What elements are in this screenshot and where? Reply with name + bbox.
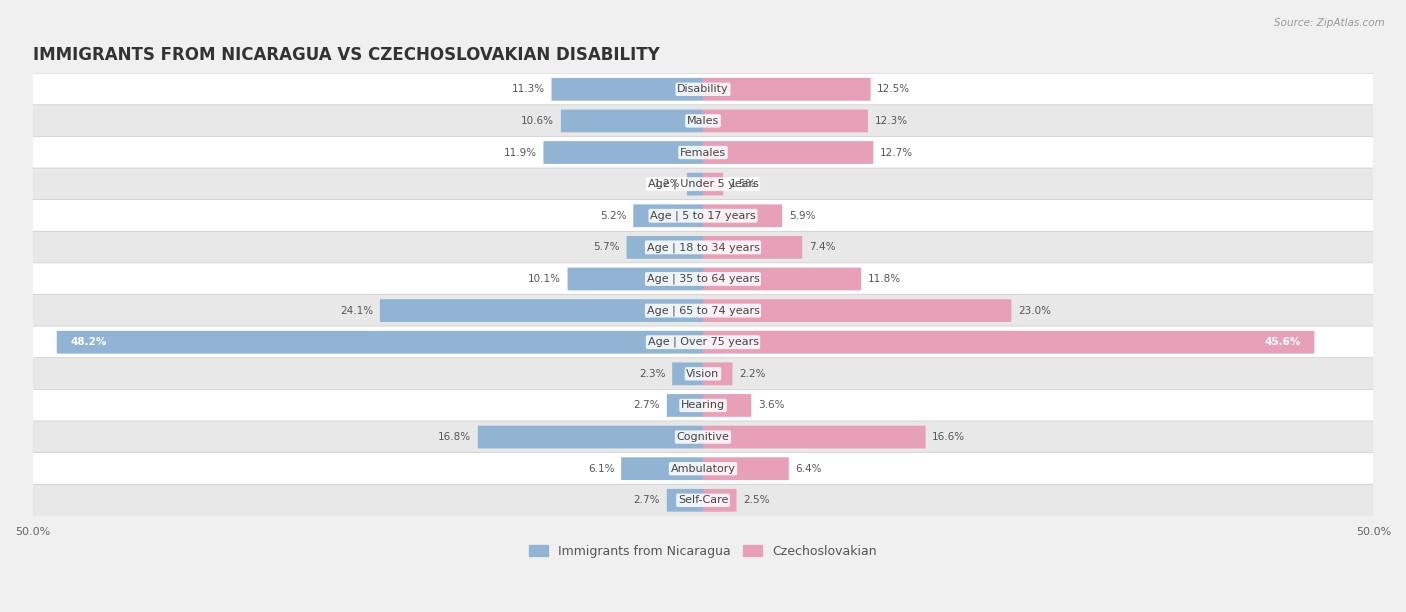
Text: Age | Over 75 years: Age | Over 75 years bbox=[648, 337, 758, 348]
FancyBboxPatch shape bbox=[703, 426, 925, 449]
FancyBboxPatch shape bbox=[32, 326, 1374, 359]
Text: 6.4%: 6.4% bbox=[796, 464, 823, 474]
Text: 5.2%: 5.2% bbox=[600, 211, 627, 221]
Text: Age | 18 to 34 years: Age | 18 to 34 years bbox=[647, 242, 759, 253]
FancyBboxPatch shape bbox=[688, 173, 703, 195]
Text: 11.9%: 11.9% bbox=[503, 147, 537, 157]
FancyBboxPatch shape bbox=[703, 141, 873, 164]
FancyBboxPatch shape bbox=[561, 110, 703, 132]
Text: Source: ZipAtlas.com: Source: ZipAtlas.com bbox=[1274, 18, 1385, 28]
Text: 5.9%: 5.9% bbox=[789, 211, 815, 221]
Text: Age | 65 to 74 years: Age | 65 to 74 years bbox=[647, 305, 759, 316]
Text: Age | Under 5 years: Age | Under 5 years bbox=[648, 179, 758, 189]
FancyBboxPatch shape bbox=[32, 136, 1374, 169]
FancyBboxPatch shape bbox=[32, 484, 1374, 517]
FancyBboxPatch shape bbox=[32, 73, 1374, 105]
Text: 5.7%: 5.7% bbox=[593, 242, 620, 252]
FancyBboxPatch shape bbox=[633, 204, 703, 227]
FancyBboxPatch shape bbox=[666, 489, 703, 512]
FancyBboxPatch shape bbox=[32, 452, 1374, 485]
Text: 2.3%: 2.3% bbox=[638, 369, 665, 379]
Text: 3.6%: 3.6% bbox=[758, 400, 785, 411]
FancyBboxPatch shape bbox=[703, 299, 1011, 322]
FancyBboxPatch shape bbox=[703, 331, 1315, 354]
Text: 16.6%: 16.6% bbox=[932, 432, 966, 442]
FancyBboxPatch shape bbox=[32, 231, 1374, 264]
FancyBboxPatch shape bbox=[621, 457, 703, 480]
Text: 11.8%: 11.8% bbox=[868, 274, 901, 284]
Text: Age | 35 to 64 years: Age | 35 to 64 years bbox=[647, 274, 759, 284]
FancyBboxPatch shape bbox=[703, 457, 789, 480]
Text: 10.1%: 10.1% bbox=[527, 274, 561, 284]
Text: 1.2%: 1.2% bbox=[654, 179, 681, 189]
Text: 2.7%: 2.7% bbox=[634, 495, 659, 506]
Text: 24.1%: 24.1% bbox=[340, 305, 373, 316]
FancyBboxPatch shape bbox=[703, 394, 751, 417]
Legend: Immigrants from Nicaragua, Czechoslovakian: Immigrants from Nicaragua, Czechoslovaki… bbox=[524, 540, 882, 563]
FancyBboxPatch shape bbox=[703, 236, 803, 259]
Text: 48.2%: 48.2% bbox=[70, 337, 107, 347]
Text: 16.8%: 16.8% bbox=[437, 432, 471, 442]
FancyBboxPatch shape bbox=[703, 78, 870, 101]
FancyBboxPatch shape bbox=[32, 389, 1374, 422]
FancyBboxPatch shape bbox=[32, 357, 1374, 390]
FancyBboxPatch shape bbox=[32, 105, 1374, 137]
Text: 23.0%: 23.0% bbox=[1018, 305, 1052, 316]
FancyBboxPatch shape bbox=[32, 263, 1374, 295]
Text: Hearing: Hearing bbox=[681, 400, 725, 411]
Text: 12.5%: 12.5% bbox=[877, 84, 911, 94]
Text: 12.3%: 12.3% bbox=[875, 116, 908, 126]
Text: 10.6%: 10.6% bbox=[522, 116, 554, 126]
FancyBboxPatch shape bbox=[703, 489, 737, 512]
FancyBboxPatch shape bbox=[703, 204, 782, 227]
FancyBboxPatch shape bbox=[627, 236, 703, 259]
FancyBboxPatch shape bbox=[478, 426, 703, 449]
FancyBboxPatch shape bbox=[380, 299, 703, 322]
FancyBboxPatch shape bbox=[56, 331, 703, 354]
Text: IMMIGRANTS FROM NICARAGUA VS CZECHOSLOVAKIAN DISABILITY: IMMIGRANTS FROM NICARAGUA VS CZECHOSLOVA… bbox=[32, 46, 659, 64]
Text: 7.4%: 7.4% bbox=[808, 242, 835, 252]
Text: 2.5%: 2.5% bbox=[744, 495, 769, 506]
FancyBboxPatch shape bbox=[568, 267, 703, 290]
FancyBboxPatch shape bbox=[672, 362, 703, 385]
Text: 45.6%: 45.6% bbox=[1264, 337, 1301, 347]
Text: Age | 5 to 17 years: Age | 5 to 17 years bbox=[650, 211, 756, 221]
Text: 2.7%: 2.7% bbox=[634, 400, 659, 411]
Text: 6.1%: 6.1% bbox=[588, 464, 614, 474]
FancyBboxPatch shape bbox=[32, 421, 1374, 453]
FancyBboxPatch shape bbox=[551, 78, 703, 101]
FancyBboxPatch shape bbox=[32, 200, 1374, 232]
Text: Self-Care: Self-Care bbox=[678, 495, 728, 506]
Text: Females: Females bbox=[681, 147, 725, 157]
FancyBboxPatch shape bbox=[703, 173, 723, 195]
FancyBboxPatch shape bbox=[703, 362, 733, 385]
Text: 11.3%: 11.3% bbox=[512, 84, 544, 94]
FancyBboxPatch shape bbox=[32, 168, 1374, 200]
FancyBboxPatch shape bbox=[703, 267, 862, 290]
FancyBboxPatch shape bbox=[544, 141, 703, 164]
Text: Males: Males bbox=[688, 116, 718, 126]
Text: 12.7%: 12.7% bbox=[880, 147, 912, 157]
Text: Cognitive: Cognitive bbox=[676, 432, 730, 442]
FancyBboxPatch shape bbox=[32, 294, 1374, 327]
Text: Disability: Disability bbox=[678, 84, 728, 94]
Text: 1.5%: 1.5% bbox=[730, 179, 756, 189]
FancyBboxPatch shape bbox=[666, 394, 703, 417]
FancyBboxPatch shape bbox=[703, 110, 868, 132]
Text: Vision: Vision bbox=[686, 369, 720, 379]
Text: Ambulatory: Ambulatory bbox=[671, 464, 735, 474]
Text: 2.2%: 2.2% bbox=[740, 369, 766, 379]
